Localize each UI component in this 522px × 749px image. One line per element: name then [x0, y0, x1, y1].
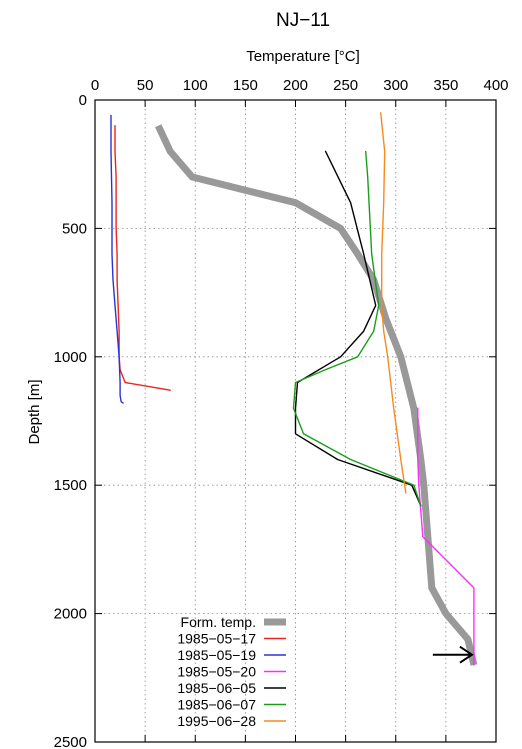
x-tick-label: 150: [233, 77, 258, 94]
series-line: [417, 407, 475, 666]
grid-lines: [95, 100, 496, 742]
x-tick-label: 400: [483, 77, 508, 94]
x-tick-label: 100: [183, 77, 208, 94]
legend-entry-label: 1985−05−19: [177, 647, 256, 663]
legend-entry-label: 1985−05−20: [177, 664, 256, 680]
y-tick-label: 1500: [54, 477, 87, 494]
y-tick-label: 1000: [54, 349, 87, 366]
annotations: [432, 645, 474, 664]
legend-entry-label: 1995−06−28: [177, 713, 256, 729]
y-tick-label: 2000: [54, 606, 87, 623]
legend-entry-label: 1985−05−17: [177, 631, 256, 647]
series-line: [110, 114, 124, 404]
legend: Form. temp.1985−05−171985−05−191985−05−2…: [177, 614, 286, 729]
axis-ticks: 0 50 100 150 200 250 300 350 400 0 500 1000 1500 2000…: [54, 77, 509, 749]
y-tick-label: 2500: [54, 734, 87, 749]
legend-entry-label: 1985−06−07: [177, 697, 256, 713]
series-line: [114, 124, 171, 391]
series-line: [380, 112, 407, 494]
x-tick-label: 200: [283, 77, 308, 94]
x-tick-label: 250: [333, 77, 358, 94]
y-tick-label: 0: [79, 92, 87, 109]
arrow-head: [459, 645, 474, 664]
x-tick-label: 0: [91, 77, 99, 94]
chart-title: NJ−11: [276, 10, 330, 31]
series-line: [155, 124, 478, 666]
x-tick-label: 300: [383, 77, 408, 94]
x-tick-label: 50: [137, 77, 154, 94]
y-tick-label: 500: [62, 220, 87, 237]
series-line: [292, 150, 422, 507]
legend-entry-label: Form. temp.: [181, 614, 256, 630]
plot-series: [110, 112, 478, 666]
series-line: [294, 150, 422, 507]
y-axis-label: Depth [m]: [26, 379, 43, 444]
arrow-annotation: [432, 645, 474, 664]
x-tick-label: 350: [433, 77, 458, 94]
legend-entry-label: 1985−06−05: [177, 680, 256, 696]
x-axis-label: Temperature [°C]: [246, 48, 360, 65]
